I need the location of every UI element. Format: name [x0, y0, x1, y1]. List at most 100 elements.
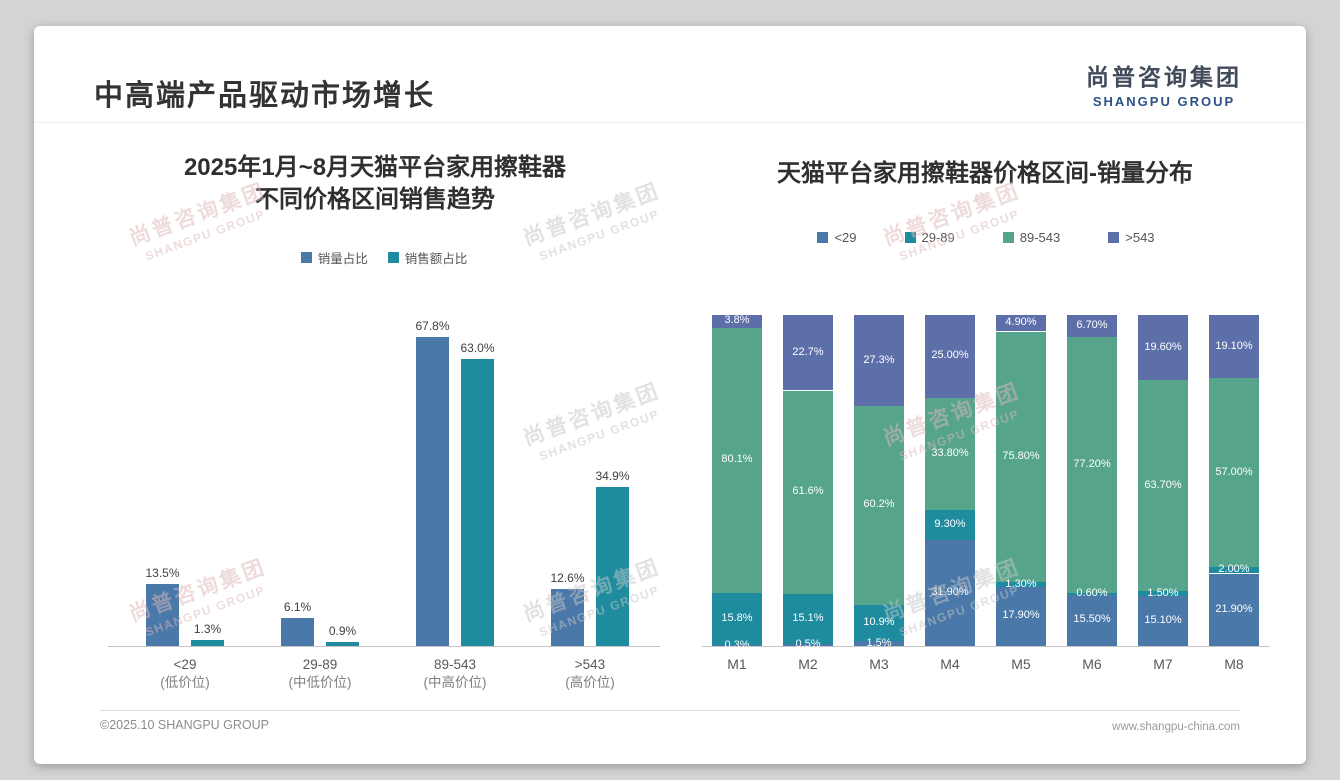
legend-item: 销售额占比	[387, 248, 467, 267]
segment-value-label: 63.70%	[1144, 478, 1182, 491]
category-sub-label: (中高价位)	[423, 675, 487, 690]
stack-segment	[925, 509, 975, 541]
stack-segment	[1138, 596, 1188, 646]
segment-value-label: 6.70%	[1076, 319, 1108, 332]
stack-segment	[712, 315, 762, 328]
stack-segment	[712, 327, 762, 593]
category-label: >543 (高价位)	[530, 656, 650, 692]
left-chart-legend: 销量占比 销售额占比	[108, 248, 660, 267]
legend-swatch	[1108, 232, 1120, 243]
stack-segment	[712, 645, 762, 646]
header-divider	[34, 122, 1306, 123]
stack-segment	[1138, 380, 1188, 591]
legend-label: >543	[1125, 230, 1155, 245]
category-sub-label: (低价位)	[160, 675, 210, 690]
stack-segment	[925, 397, 975, 510]
right-chart-plot: M1 M2 M3 M4 M5 M6 M7 M8 0.3% 15.8% 80.1% 3.8% 0.5% 15…	[34, 26, 1306, 764]
segment-value-label: 0.3%	[724, 638, 750, 651]
stack-segment	[996, 315, 1046, 332]
x-axis	[108, 646, 660, 647]
bar-value-label: 63.0%	[460, 341, 495, 355]
footer-website: www.shangpu-china.com	[1112, 721, 1240, 733]
segment-value-label: 0.60%	[1076, 586, 1108, 599]
stack-segment	[996, 331, 1046, 583]
segment-value-label: 15.8%	[721, 611, 753, 624]
logo-english-text: SHANGPU GROUP	[1092, 94, 1236, 109]
month-label: M2	[798, 656, 818, 672]
revenue-bar	[596, 487, 629, 646]
category-main-label: 89-543	[433, 657, 477, 672]
logo-chinese-text: 尚普咨询集团	[1086, 64, 1242, 90]
segment-value-label: 15.10%	[1144, 614, 1182, 626]
stack-segment	[1209, 573, 1259, 646]
stack-segment	[925, 540, 975, 646]
stack-segment	[1209, 315, 1259, 379]
revenue-bar	[326, 642, 359, 646]
stack-segment	[1138, 315, 1188, 381]
segment-value-label: 1.5%	[866, 636, 892, 649]
stack-segment	[1209, 566, 1259, 574]
segment-value-label: 60.2%	[863, 498, 895, 511]
stack-segment	[783, 644, 833, 646]
revenue-bar	[461, 359, 494, 646]
month-label: M1	[727, 656, 747, 672]
legend-swatch	[817, 232, 829, 243]
category-main-label: <29	[173, 657, 197, 672]
month-label: M5	[1011, 656, 1031, 672]
volume-bar	[416, 337, 449, 646]
bar-value-label: 1.3%	[193, 622, 222, 636]
segment-value-label: 57.00%	[1215, 465, 1253, 478]
stack-segment	[854, 641, 904, 646]
legend-swatch	[904, 232, 916, 243]
legend-item: 89-543	[1002, 230, 1061, 245]
segment-value-label: 25.00%	[931, 349, 969, 362]
stack-segment	[783, 315, 833, 391]
volume-bar	[551, 589, 584, 646]
segment-value-label: 1.30%	[1005, 577, 1037, 590]
category-label: 29-89 (中低价位)	[260, 656, 380, 692]
segment-value-label: 21.90%	[1215, 602, 1253, 615]
stack-segment	[783, 594, 833, 645]
volume-bar	[146, 584, 179, 646]
right-chart-title: 天猫平台家用擦鞋器价格区间-销量分布	[777, 160, 1193, 187]
segment-value-label: 33.80%	[931, 446, 969, 459]
stack-segment	[1209, 378, 1259, 567]
bar-value-label: 6.1%	[283, 600, 312, 614]
stack-segment	[854, 315, 904, 406]
legend-item: 销量占比	[300, 248, 368, 267]
segment-value-label: 19.60%	[1144, 340, 1182, 353]
segment-value-label: 3.8%	[724, 314, 750, 327]
month-label: M7	[1153, 656, 1173, 672]
company-logo: 尚普咨询集团 SHANGPU GROUP	[1086, 58, 1242, 109]
segment-value-label: 22.7%	[792, 345, 824, 358]
stack-segment	[712, 592, 762, 645]
legend-item: >543	[1108, 230, 1155, 245]
legend-label: 29-89	[921, 230, 955, 245]
x-axis	[702, 646, 1270, 647]
segment-value-label: 15.1%	[792, 612, 824, 625]
stack-segment	[854, 605, 904, 642]
segment-value-label: 0.5%	[795, 638, 821, 651]
stack-segment	[925, 315, 975, 398]
category-sub-label: (高价位)	[565, 675, 615, 690]
stack-segment	[854, 405, 904, 605]
segment-value-label: 4.90%	[1005, 316, 1037, 329]
segment-value-label: 61.6%	[792, 485, 824, 498]
legend-label: 89-543	[1019, 230, 1061, 245]
slide-card: 中高端产品驱动市场增长 尚普咨询集团 SHANGPU GROUP 2025年1月…	[34, 26, 1306, 764]
slide-title: 中高端产品驱动市场增长	[94, 80, 436, 112]
segment-value-label: 77.20%	[1073, 457, 1111, 470]
category-label: <29 (低价位)	[125, 656, 245, 692]
segment-value-label: 27.3%	[863, 353, 895, 366]
bar-value-label: 0.9%	[328, 624, 357, 638]
legend-item: 29-89	[904, 230, 955, 245]
category-sub-label: (中低价位)	[288, 675, 352, 690]
legend-swatch	[300, 252, 312, 263]
stack-segment	[996, 582, 1046, 587]
footer-copyright: ©2025.10 SHANGPU GROUP	[100, 718, 269, 732]
footer-divider	[100, 710, 1240, 711]
segment-value-label: 80.1%	[721, 453, 753, 466]
left-chart-title-line2: 不同价格区间销售趋势	[255, 186, 495, 213]
segment-value-label: 17.90%	[1002, 609, 1040, 622]
right-chart-legend: <29 29-89 89-543 >543	[702, 230, 1270, 245]
